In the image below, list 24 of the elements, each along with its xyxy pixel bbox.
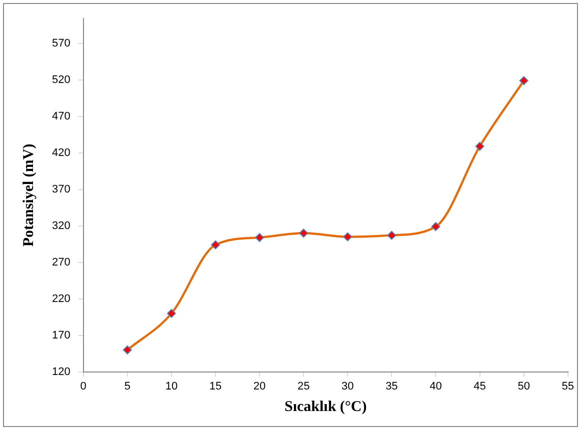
x-axis-title: Sıcaklık (°C) [284, 398, 367, 415]
x-tick-label: 5 [124, 380, 130, 392]
x-tick-label: 10 [165, 380, 178, 392]
x-tick-label: 0 [80, 380, 86, 392]
y-tick-label: 320 [52, 220, 70, 232]
y-tick-label: 170 [52, 329, 70, 342]
y-axis-title: Potansiyel (mV) [20, 144, 37, 247]
y-tick-label: 420 [52, 146, 70, 159]
x-tick-label: 30 [342, 380, 354, 392]
y-tick-label: 570 [52, 37, 70, 50]
x-tick-label: 15 [209, 380, 222, 392]
x-tick-label: 45 [474, 380, 486, 392]
y-tick-label: 470 [52, 110, 70, 122]
y-tick-label: 270 [52, 256, 70, 268]
y-tick-label: 370 [52, 183, 70, 196]
y-tick-label: 220 [52, 292, 70, 305]
x-tick-label: 55 [562, 380, 574, 392]
x-tick-label: 35 [386, 380, 398, 392]
x-tick-label: 20 [253, 380, 266, 392]
x-tick-label: 50 [518, 380, 530, 392]
x-tick-label: 25 [297, 380, 310, 392]
y-tick-label: 120 [52, 366, 70, 378]
y-tick-label: 520 [52, 74, 70, 86]
x-tick-label: 40 [430, 380, 442, 392]
